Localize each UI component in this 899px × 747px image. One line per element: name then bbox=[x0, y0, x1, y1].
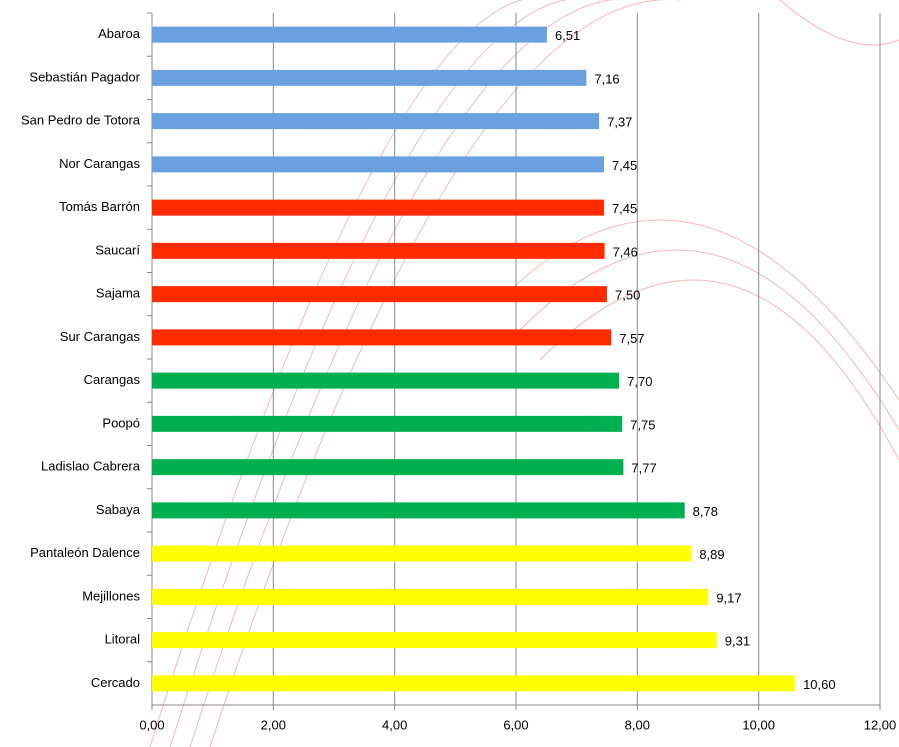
bar bbox=[152, 372, 620, 389]
bar bbox=[152, 113, 600, 130]
bar bbox=[152, 415, 623, 432]
y-tick-label: Litoral bbox=[105, 632, 141, 647]
y-tick-label: Saucarí bbox=[95, 242, 140, 257]
x-tick-label: 2,00 bbox=[261, 717, 286, 732]
value-label: 6,51 bbox=[555, 28, 580, 43]
x-tick-label: 12,00 bbox=[864, 717, 897, 732]
y-tick-label: Mejillones bbox=[82, 588, 140, 603]
bar bbox=[152, 242, 605, 259]
value-label: 10,60 bbox=[803, 677, 836, 692]
x-tick-label: 4,00 bbox=[382, 717, 407, 732]
y-tick-label: Sabaya bbox=[96, 502, 141, 517]
y-tick-label: Tomás Barrón bbox=[59, 199, 140, 214]
x-tick-label: 0,00 bbox=[139, 717, 164, 732]
value-label: 7,46 bbox=[613, 244, 638, 259]
bar bbox=[152, 199, 604, 216]
y-tick-label: Ladislao Cabrera bbox=[41, 459, 141, 474]
value-label: 9,17 bbox=[716, 590, 741, 605]
value-label: 7,45 bbox=[612, 158, 637, 173]
value-label: 8,89 bbox=[699, 547, 724, 562]
value-label: 7,70 bbox=[627, 374, 652, 389]
bar bbox=[152, 632, 717, 649]
bar bbox=[152, 502, 685, 519]
y-tick-label: Nor Carangas bbox=[59, 156, 140, 171]
value-label: 7,50 bbox=[615, 288, 640, 303]
y-tick-label: Abaroa bbox=[98, 26, 141, 41]
value-label: 7,16 bbox=[594, 71, 619, 86]
x-tick-label: 6,00 bbox=[503, 717, 528, 732]
y-tick-label: Sajama bbox=[96, 286, 141, 301]
value-label: 7,37 bbox=[607, 115, 632, 130]
value-label: 7,77 bbox=[631, 461, 656, 476]
y-tick-label: Carangas bbox=[84, 372, 141, 387]
x-tick-label: 10,00 bbox=[742, 717, 775, 732]
value-label: 9,31 bbox=[725, 634, 750, 649]
value-label: 7,75 bbox=[630, 417, 655, 432]
bar bbox=[152, 459, 624, 476]
x-tick-label: 8,00 bbox=[625, 717, 650, 732]
y-tick-label: San Pedro de Totora bbox=[21, 113, 141, 128]
value-label: 7,45 bbox=[612, 201, 637, 216]
bar bbox=[152, 26, 547, 43]
bar bbox=[152, 329, 612, 346]
y-tick-label: Pantaleón Dalence bbox=[30, 545, 140, 560]
bar bbox=[152, 286, 607, 303]
bar bbox=[152, 69, 587, 86]
bar bbox=[152, 156, 604, 173]
bar bbox=[152, 545, 692, 562]
bar bbox=[152, 675, 796, 692]
bar bbox=[152, 588, 709, 605]
y-tick-label: Sur Carangas bbox=[60, 329, 141, 344]
y-tick-label: Poopó bbox=[102, 415, 140, 430]
value-label: 8,78 bbox=[693, 504, 718, 519]
y-tick-label: Sebastián Pagador bbox=[29, 69, 140, 84]
y-tick-label: Cercado bbox=[91, 675, 140, 690]
value-label: 7,57 bbox=[619, 331, 644, 346]
